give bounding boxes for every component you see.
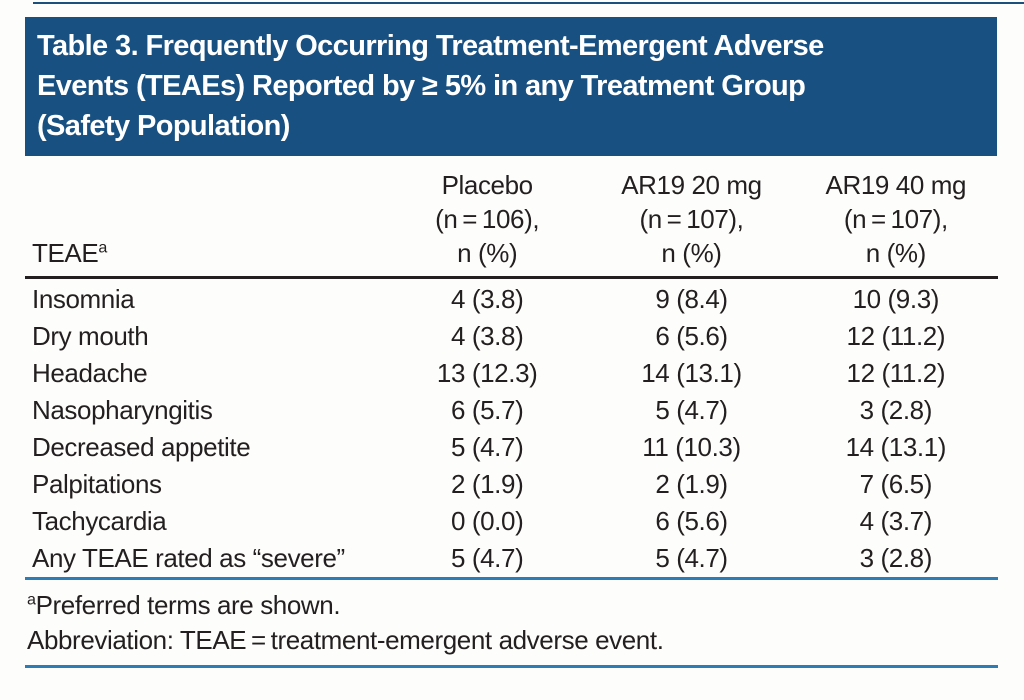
ar19-40mg-header-name: AR19 40 mg	[825, 170, 967, 200]
placebo-cell: 4 (3.8)	[450, 321, 524, 351]
ar19-20mg-cell: 5 (4.7)	[655, 395, 728, 425]
ar19-40mg-header-n: (n = 107),	[843, 204, 948, 234]
column-header-placebo: Placebo (n = 106), n (%)	[385, 168, 589, 270]
footnote-text: Preferred terms are shown.	[35, 590, 341, 620]
table-row-decreased-appetite: Decreased appetite 5 (4.7) 11 (10.3) 14 …	[25, 429, 998, 466]
ar19-40mg-cell: 10 (9.3)	[852, 284, 940, 314]
placebo-cell: 13 (12.3)	[436, 358, 538, 388]
placebo-header-n: (n = 106),	[435, 204, 540, 234]
top-border-line	[33, 2, 1024, 4]
teae-cell: Any TEAE rated as “severe”	[32, 543, 345, 573]
table-row-dry-mouth: Dry mouth 4 (3.8) 6 (5.6) 12 (11.2)	[25, 318, 998, 355]
table-footnotes: aPreferred terms are shown. Abbreviation…	[25, 580, 998, 665]
ar19-40mg-cell: 12 (11.2)	[846, 358, 946, 388]
ar19-20mg-cell: 11 (10.3)	[642, 432, 741, 462]
ar19-40mg-header-unit: n (%)	[865, 238, 927, 268]
table-body: Insomnia 4 (3.8) 9 (8.4) 10 (9.3) Dry mo…	[25, 279, 998, 577]
teae-cell: Nasopharyngitis	[32, 395, 213, 425]
ar19-40mg-cell: 7 (6.5)	[859, 469, 933, 499]
teae-header-label: TEAE	[32, 238, 99, 268]
footnote-preferred-terms: aPreferred terms are shown.	[27, 588, 998, 623]
table-header-row: TEAEa Placebo (n = 106), n (%) AR19 20 m…	[25, 156, 998, 279]
teae-cell: Insomnia	[32, 284, 135, 314]
ar19-20mg-header-name: AR19 20 mg	[621, 170, 762, 200]
table-row-tachycardia: Tachycardia 0 (0.0) 6 (5.6) 4 (3.7)	[25, 503, 998, 540]
table-title-line-3: (Safety Population)	[37, 110, 290, 142]
ar19-40mg-cell: 14 (13.1)	[845, 432, 947, 462]
ar19-20mg-cell: 9 (8.4)	[655, 284, 728, 314]
ar19-40mg-cell: 3 (2.8)	[859, 395, 933, 425]
footnote-superscript: a	[27, 590, 36, 609]
table-title-line-1: Table 3. Frequently Occurring Treatment-…	[37, 30, 824, 62]
placebo-cell: 2 (1.9)	[450, 469, 524, 499]
column-header-ar19-20mg: AR19 20 mg (n = 107), n (%)	[589, 168, 793, 270]
placebo-cell: 4 (3.8)	[450, 284, 524, 314]
ar19-20mg-header-unit: n (%)	[661, 238, 722, 268]
placebo-cell: 6 (5.7)	[450, 395, 524, 425]
table-row-headache: Headache 13 (12.3) 14 (13.1) 12 (11.2)	[25, 355, 998, 392]
teae-cell: Dry mouth	[32, 321, 149, 351]
ar19-20mg-cell: 2 (1.9)	[655, 469, 728, 499]
ar19-20mg-cell: 5 (4.7)	[655, 543, 728, 573]
ar19-20mg-header-n: (n = 107),	[639, 204, 744, 234]
placebo-cell: 5 (4.7)	[450, 543, 524, 573]
table-row-insomnia: Insomnia 4 (3.8) 9 (8.4) 10 (9.3)	[25, 281, 998, 318]
table-title-line-2: Events (TEAEs) Reported by ≥ 5% in any T…	[37, 70, 806, 102]
table-row-any-teae-severe: Any TEAE rated as “severe” 5 (4.7) 5 (4.…	[25, 540, 998, 577]
column-header-teae: TEAEa	[25, 236, 385, 270]
teae-cell: Tachycardia	[32, 506, 167, 536]
placebo-cell: 0 (0.0)	[450, 506, 524, 536]
table-title-banner: Table 3. Frequently Occurring Treatment-…	[25, 17, 997, 156]
ar19-20mg-cell: 6 (5.6)	[655, 321, 728, 351]
teae-cell: Decreased appetite	[32, 432, 251, 462]
placebo-cell: 5 (4.7)	[450, 432, 524, 462]
footnote-bottom-rule	[25, 665, 998, 668]
column-header-ar19-40mg: AR19 40 mg (n = 107), n (%)	[794, 168, 998, 270]
placebo-header-unit: n (%)	[457, 238, 518, 268]
ar19-20mg-cell: 14 (13.1)	[641, 358, 742, 388]
teae-header-superscript: a	[98, 238, 107, 257]
teae-table: TEAEa Placebo (n = 106), n (%) AR19 20 m…	[25, 156, 998, 668]
table-row-nasopharyngitis: Nasopharyngitis 6 (5.7) 5 (4.7) 3 (2.8)	[25, 392, 998, 429]
table-row-palpitations: Palpitations 2 (1.9) 2 (1.9) 7 (6.5)	[25, 466, 998, 503]
table-bottom-rule	[25, 577, 998, 580]
ar19-40mg-cell: 3 (2.8)	[859, 543, 933, 573]
ar19-20mg-cell: 6 (5.6)	[655, 506, 728, 536]
teae-cell: Palpitations	[32, 469, 162, 499]
teae-cell: Headache	[32, 358, 148, 388]
footnote-abbreviation: Abbreviation: TEAE = treatment-emergent …	[27, 625, 664, 655]
ar19-40mg-cell: 4 (3.7)	[859, 506, 933, 536]
ar19-40mg-cell: 12 (11.2)	[846, 321, 946, 351]
placebo-header-name: Placebo	[441, 170, 534, 200]
